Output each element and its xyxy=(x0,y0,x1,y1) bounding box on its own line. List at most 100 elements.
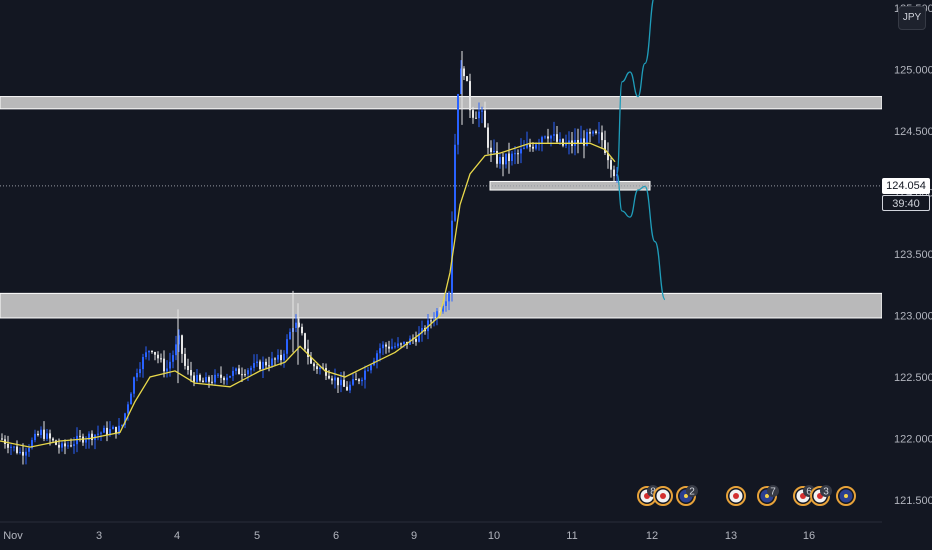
x-tick-label: 3 xyxy=(96,530,102,542)
y-tick-label: 122.000 xyxy=(894,434,932,446)
candle-body xyxy=(211,381,213,383)
candle-body xyxy=(376,353,378,361)
candle-body xyxy=(391,346,393,349)
candle-body xyxy=(370,365,372,371)
candle-body xyxy=(334,377,336,381)
candle-body xyxy=(253,363,255,368)
candle-body xyxy=(10,446,12,448)
candle-body xyxy=(157,354,159,359)
projection-path xyxy=(616,173,666,301)
candle-body xyxy=(103,427,105,433)
candle-body xyxy=(217,374,219,376)
candle-body xyxy=(109,429,111,435)
candle-body xyxy=(604,140,606,153)
candle-body xyxy=(382,344,384,349)
candle-body xyxy=(526,144,528,148)
event-count: 2 xyxy=(689,487,695,498)
time-axis[interactable] xyxy=(0,522,882,550)
candle-body xyxy=(70,445,72,447)
flag-icon[interactable] xyxy=(836,486,856,506)
candle-body xyxy=(523,147,525,149)
candle-body xyxy=(295,322,297,329)
candle-body xyxy=(118,425,120,434)
candle-body xyxy=(250,367,252,371)
candle-body xyxy=(586,132,588,146)
candle-body xyxy=(193,375,195,382)
candle-body xyxy=(58,444,60,448)
candle-body xyxy=(478,111,480,119)
flag-icon[interactable]: 7 xyxy=(757,485,779,506)
candle-body xyxy=(268,365,270,367)
candle-body xyxy=(13,446,15,448)
candle-body xyxy=(208,377,210,382)
candle-body xyxy=(283,353,285,361)
candle-body xyxy=(133,377,135,394)
event-count: 6 xyxy=(806,487,812,498)
candle-body xyxy=(214,374,216,383)
countdown-label: 39:40 xyxy=(882,194,930,211)
zone-box xyxy=(0,292,883,319)
candle-body xyxy=(403,341,405,345)
candle-body xyxy=(580,138,582,144)
x-tick-label: 6 xyxy=(333,530,339,542)
flag-icon[interactable] xyxy=(653,486,673,506)
candle-body xyxy=(349,384,351,391)
candle-body xyxy=(439,311,441,313)
candle-body xyxy=(313,363,315,367)
candle-body xyxy=(550,135,552,139)
candle-body xyxy=(259,361,261,370)
candle-body xyxy=(19,451,21,453)
candle-body xyxy=(493,150,495,153)
y-tick-label: 122.500 xyxy=(894,372,932,384)
price-axis[interactable] xyxy=(882,0,932,550)
y-tick-label: 123.000 xyxy=(894,311,932,323)
candle-body xyxy=(196,375,198,382)
candle-body xyxy=(454,144,456,221)
current-price-label: 124.054 xyxy=(882,177,930,194)
candle-body xyxy=(613,169,615,177)
candle-body xyxy=(88,433,90,440)
candle-body xyxy=(169,361,171,369)
zone-box xyxy=(0,96,883,110)
candle-body xyxy=(142,357,144,370)
candle-body xyxy=(415,338,417,342)
candle-body xyxy=(469,81,471,111)
candle-body xyxy=(277,354,279,360)
candle-body xyxy=(397,343,399,347)
candle-body xyxy=(52,438,54,441)
candle-body xyxy=(511,153,513,162)
candle-body xyxy=(178,335,180,345)
event-count: 3 xyxy=(823,487,829,498)
candle-body xyxy=(346,386,348,391)
candle-body xyxy=(136,373,138,378)
x-tick-label: 13 xyxy=(725,530,737,542)
event-count: 8 xyxy=(650,487,656,498)
candle-body xyxy=(31,440,33,448)
candle-body xyxy=(331,378,333,381)
candle-body xyxy=(595,131,597,134)
x-tick-label: Nov xyxy=(3,530,23,542)
flag-icon[interactable] xyxy=(726,486,746,506)
candle-body xyxy=(184,353,186,366)
candle-body xyxy=(46,433,48,439)
candle-body xyxy=(556,134,558,142)
candle-body xyxy=(199,375,201,381)
candle-body xyxy=(91,433,93,440)
candle-body xyxy=(286,339,288,354)
flag-icon[interactable]: 6 xyxy=(793,485,815,506)
candle-body xyxy=(343,379,345,387)
candle-body xyxy=(127,404,129,414)
candle-body xyxy=(130,393,132,405)
candle-body xyxy=(400,343,402,345)
candle-body xyxy=(256,361,258,364)
candle-body xyxy=(487,127,489,148)
flag-icon[interactable]: 3 xyxy=(810,485,832,506)
candle-body xyxy=(529,144,531,147)
y-tick-label: 124.500 xyxy=(894,126,932,138)
flag-icon[interactable]: 2 xyxy=(676,485,698,506)
candle-body xyxy=(532,146,534,149)
candle-body xyxy=(265,361,267,366)
currency-badge[interactable]: JPY xyxy=(898,6,926,30)
